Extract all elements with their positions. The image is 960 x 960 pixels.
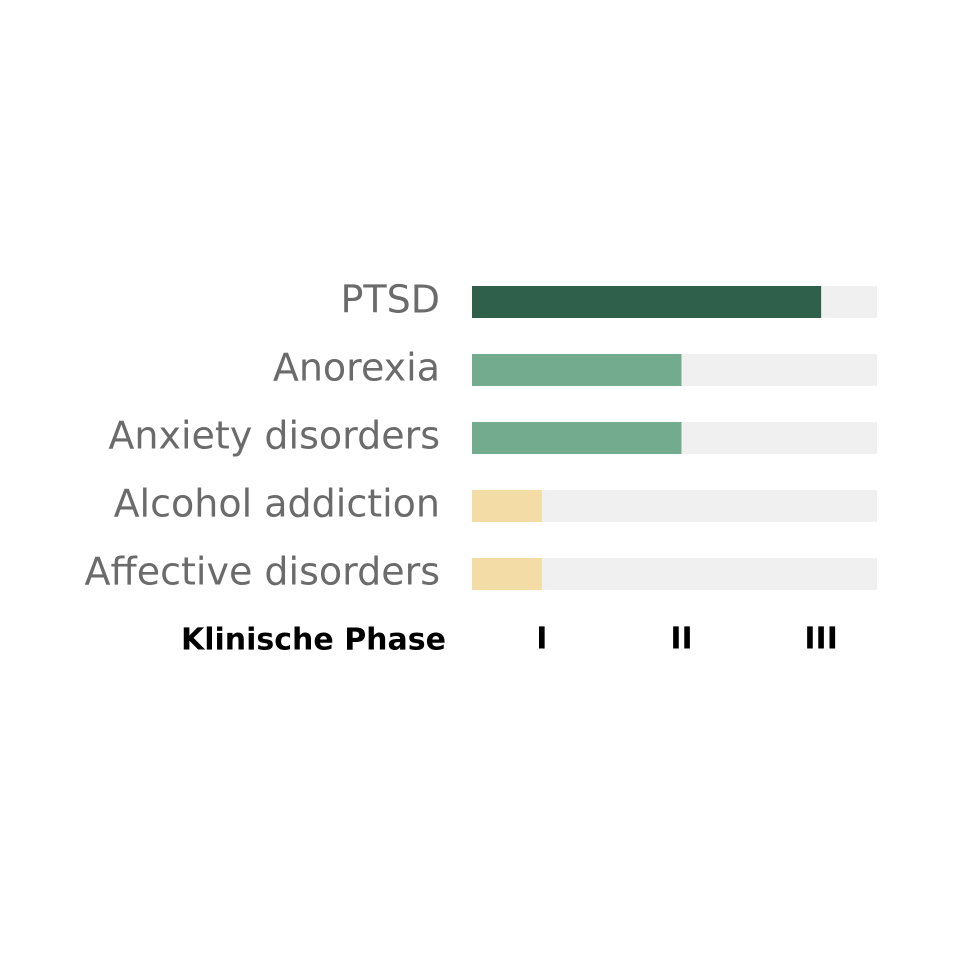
bar [472,558,542,590]
category-label: Anxiety disorders [108,414,440,458]
x-tick-label: I [536,622,547,657]
x-tick-label: II [670,622,692,657]
x-axis-label: Klinische Phase [181,623,446,658]
bar [472,286,822,318]
bar [472,422,682,454]
bar [472,354,682,386]
category-label: PTSD [340,278,440,322]
category-label: Anorexia [273,346,440,390]
bar [472,490,542,522]
x-tick-label: III [804,622,838,657]
category-label: Alcohol addiction [114,482,440,526]
category-label: Affective disorders [85,550,440,594]
